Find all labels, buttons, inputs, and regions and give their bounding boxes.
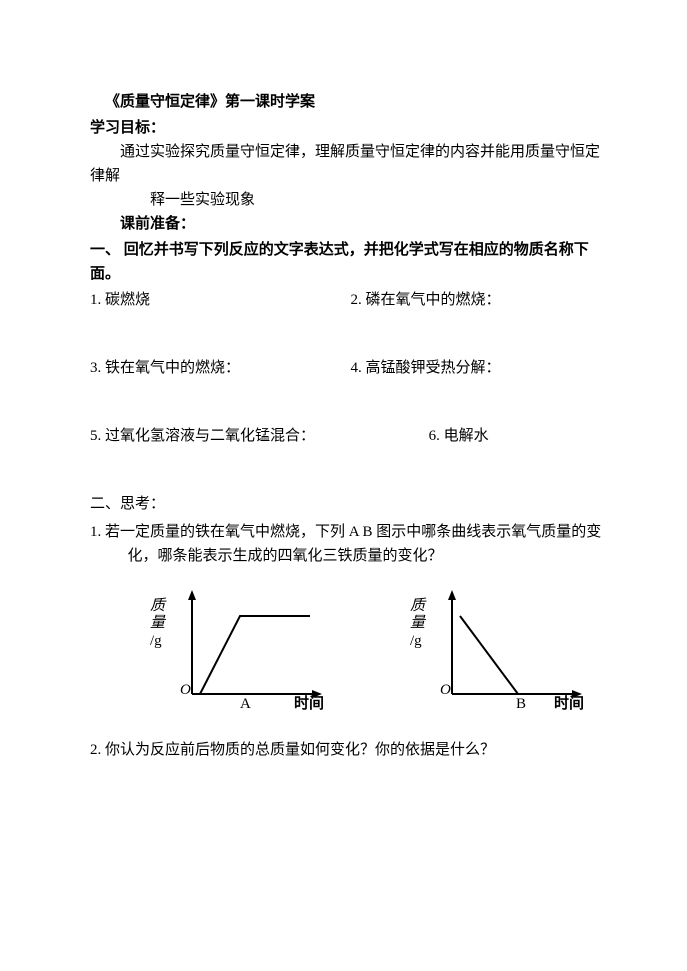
goal-line2: 释一些实验现象 (90, 188, 611, 212)
goal-line1: 通过实验探究质量守恒定律，理解质量守恒定律的内容并能用质量守恒定律解 (90, 140, 611, 188)
item-row: 3. 铁在氧气中的燃烧： 4. 高锰酸钾受热分解： (90, 356, 611, 380)
y-label-unit: /g (150, 633, 162, 649)
item-2: 2. 磷在氧气中的燃烧： (351, 288, 612, 312)
section1-heading: 一、 回忆并书写下列反应的文字表达式，并把化学式写在相应的物质名称下面。 (90, 238, 611, 286)
item-row: 1. 碳燃烧 2. 磷在氧气中的燃烧： (90, 288, 611, 312)
x-axis-label: 时间 (294, 692, 324, 716)
x-axis-label: 时间 (554, 692, 584, 716)
y-label-char1: 质 (410, 598, 425, 614)
section2-heading: 二、思考： (90, 492, 611, 516)
y-axis-label: 质 量 /g (410, 598, 425, 650)
chart-letter-a: A (240, 692, 251, 716)
chart-a-svg (150, 586, 330, 706)
chart-b-svg (410, 586, 590, 706)
y-label-char2: 量 (410, 615, 425, 631)
item-6: 6. 电解水 (429, 424, 611, 448)
item-5: 5. 过氧化氢溶液与二氧化锰混合： (90, 424, 429, 448)
y-label-unit: /g (410, 633, 422, 649)
chart-a: 质 量 /g O A 时间 (150, 586, 330, 716)
q1-line1: 1. 若一定质量的铁在氧气中燃烧，下列 A B 图示中哪条曲线表示氧气质量的变 (90, 520, 611, 544)
goals-label: 学习目标： (90, 116, 611, 140)
item-4: 4. 高锰酸钾受热分解： (351, 356, 612, 380)
chart-b: 质 量 /g O B 时间 (410, 586, 590, 716)
chart-letter-b: B (516, 692, 526, 716)
origin-label: O (180, 678, 191, 702)
charts-container: 质 量 /g O A 时间 质 量 /g (150, 586, 611, 716)
y-label-char1: 质 (150, 598, 165, 614)
q2-text: 2. 你认为反应前后物质的总质量如何变化？你的依据是什么？ (90, 738, 611, 762)
y-label-char2: 量 (150, 615, 165, 631)
item-3: 3. 铁在氧气中的燃烧： (90, 356, 351, 380)
item-1: 1. 碳燃烧 (90, 288, 351, 312)
q1-line2: 化，哪条能表示生成的四氧化三铁质量的变化？ (90, 544, 611, 568)
y-axis-label: 质 量 /g (150, 598, 165, 650)
item-row: 5. 过氧化氢溶液与二氧化锰混合： 6. 电解水 (90, 424, 611, 448)
prep-label: 课前准备： (90, 212, 611, 236)
origin-label: O (440, 678, 451, 702)
doc-title: 《质量守恒定律》第一课时学案 (90, 90, 611, 114)
